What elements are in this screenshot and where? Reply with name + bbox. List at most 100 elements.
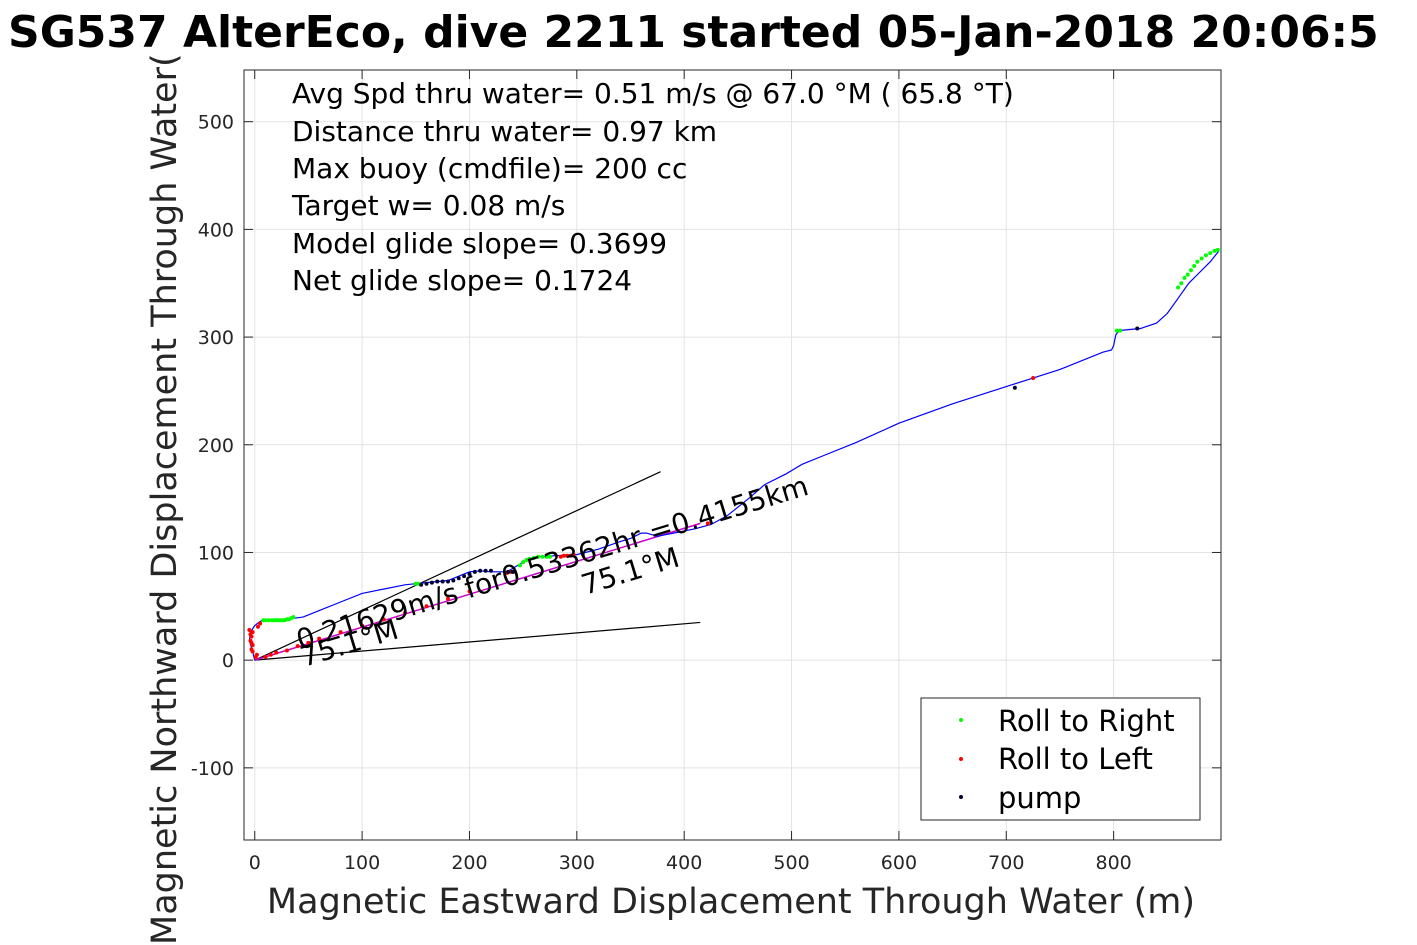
roll-left-point	[338, 630, 343, 635]
x-tick-label: 400	[666, 852, 702, 874]
pump-point	[467, 572, 472, 576]
roll-right-point	[1114, 328, 1119, 333]
pump-point	[506, 569, 511, 574]
legend-marker-roll-left	[959, 757, 963, 761]
chart-title: SG537 AlterEco, dive 2211 started 05-Jan…	[8, 7, 1379, 58]
roll-right-point	[1212, 248, 1217, 253]
x-tick-label: 800	[1096, 852, 1132, 874]
pump-point	[445, 579, 450, 584]
wedge-line-upper	[254, 471, 661, 661]
roll-left-point	[403, 610, 408, 615]
roll-left-point	[268, 652, 273, 657]
roll-left-point	[424, 604, 429, 609]
roll-left-point	[381, 617, 386, 622]
x-tick-label: 500	[773, 852, 809, 874]
legend-marker-roll-right	[959, 718, 963, 722]
roll-left-point	[565, 553, 570, 558]
roll-right-point	[1203, 253, 1208, 258]
roll-left-point	[255, 624, 260, 629]
roll-right-point	[547, 554, 552, 559]
info-line-target-w: Target w= 0.08 m/s	[291, 189, 565, 222]
pump-point	[429, 580, 434, 585]
pump-point	[419, 582, 424, 587]
pump-point	[451, 578, 456, 583]
legend: Roll to Right Roll to Left pump	[920, 697, 1201, 821]
roll-left-point	[705, 521, 710, 526]
legend-marker-pump	[959, 795, 963, 799]
roll-left-point	[247, 628, 252, 632]
roll-right-point	[415, 581, 420, 586]
y-tick-label: 100	[198, 542, 234, 564]
y-tick-label: 200	[198, 435, 234, 457]
axis-ticks: 0 100 200 300 400 500 600 700 800 -100 0 100 200 300 4…	[191, 70, 1221, 874]
roll-right-point	[531, 555, 536, 560]
roll-left-point	[306, 640, 311, 645]
y-tick-label: 0	[222, 650, 234, 672]
roll-right-point	[1195, 259, 1200, 264]
roll-left-point	[295, 644, 300, 649]
roll-left-point	[250, 649, 255, 654]
pump-point	[435, 579, 440, 584]
roll-right-point	[1199, 256, 1204, 261]
x-tick-label: 0	[249, 852, 261, 874]
y-tick-label: 300	[198, 327, 234, 349]
pump-point	[483, 568, 488, 573]
y-axis-label: Magnetic Northward Displacement Through …	[145, 53, 185, 945]
y-tick-label: 400	[198, 219, 234, 241]
info-line-distance: Distance thru water= 0.97 km	[292, 115, 717, 148]
legend-label-roll-right: Roll to Right	[998, 704, 1175, 738]
roll-right-point	[540, 554, 545, 559]
legend-label-roll-left: Roll to Left	[998, 742, 1153, 776]
info-line-net-glide: Net glide slope= 0.1724	[292, 264, 632, 297]
roll-right-point	[527, 556, 532, 561]
plot-area	[243, 69, 1222, 841]
roll-left-point	[254, 652, 259, 657]
pump-point	[510, 569, 515, 574]
roll-right-point	[536, 554, 541, 559]
x-tick-label: 200	[451, 852, 487, 874]
pump-point	[1012, 385, 1017, 390]
legend-label-pump: pump	[998, 781, 1081, 815]
roll-right-point	[1192, 264, 1197, 268]
roll-left-point	[360, 623, 365, 628]
x-axis-label: Magnetic Eastward Displacement Through W…	[267, 882, 1195, 922]
roll-left-point	[284, 648, 289, 653]
info-text: Avg Spd thru water= 0.51 m/s @ 67.0 °M (…	[291, 77, 1014, 297]
info-line-speed: Avg Spd thru water= 0.51 m/s @ 67.0 °M (…	[292, 77, 1014, 110]
wedge-line-lower	[254, 621, 701, 661]
roll-left-point	[571, 552, 576, 557]
pump-point	[456, 576, 461, 581]
roll-left-point	[248, 632, 253, 637]
roll-left-point	[561, 553, 566, 558]
info-line-max-buoy: Max buoy (cmdfile)= 200 cc	[292, 152, 687, 185]
roll-right-point	[266, 618, 271, 623]
pump-point	[440, 579, 445, 584]
legend-box	[920, 697, 1201, 821]
x-tick-label: 700	[988, 852, 1024, 874]
roll-right-point	[291, 615, 296, 620]
grid	[244, 70, 1221, 840]
roll-left-point	[274, 650, 279, 655]
pump-point	[424, 581, 429, 586]
roll-right-point	[544, 554, 549, 559]
x-tick-label: 300	[559, 852, 595, 874]
roll-right-point	[1182, 275, 1187, 280]
roll-right-point	[1215, 247, 1220, 252]
roll-right-point	[263, 618, 268, 623]
roll-left-point	[258, 621, 263, 626]
current-line	[254, 522, 701, 661]
pump-point	[488, 568, 493, 573]
pump-point	[462, 574, 467, 579]
roll-right-point	[1208, 251, 1213, 256]
info-line-model-glide: Model glide slope= 0.3699	[292, 227, 667, 260]
roll-left-point	[1031, 376, 1036, 380]
track-line	[248, 250, 1220, 661]
roll-right-point	[517, 563, 522, 568]
y-tick-label: -100	[191, 758, 234, 780]
roll-left-point	[558, 554, 563, 559]
roll-left-point	[445, 596, 450, 601]
roll-right-point	[1185, 272, 1190, 277]
pump-point	[472, 569, 477, 574]
roll-left-point	[467, 589, 472, 594]
